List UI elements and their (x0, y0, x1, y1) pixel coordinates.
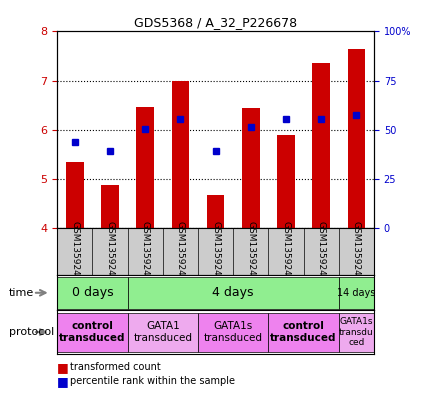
Text: ■: ■ (57, 375, 69, 388)
FancyBboxPatch shape (128, 313, 198, 351)
Text: GSM1359241: GSM1359241 (176, 221, 185, 282)
Text: GSM1359244: GSM1359244 (352, 221, 361, 282)
FancyBboxPatch shape (198, 313, 268, 351)
FancyBboxPatch shape (57, 313, 128, 351)
Bar (207, 195, 224, 228)
FancyBboxPatch shape (128, 277, 339, 309)
Text: percentile rank within the sample: percentile rank within the sample (70, 376, 235, 386)
Bar (172, 81, 189, 228)
Text: ■: ■ (57, 361, 69, 374)
FancyBboxPatch shape (339, 313, 374, 351)
Bar (242, 108, 260, 228)
Text: GSM1359242: GSM1359242 (211, 221, 220, 282)
Bar (277, 134, 295, 228)
Bar (66, 162, 84, 228)
Text: 14 days: 14 days (337, 288, 376, 298)
Text: GSM1359247: GSM1359247 (70, 221, 79, 282)
Bar (312, 63, 330, 228)
Text: 0 days: 0 days (72, 286, 113, 299)
FancyBboxPatch shape (57, 277, 128, 309)
FancyBboxPatch shape (268, 313, 339, 351)
Text: transformed count: transformed count (70, 362, 161, 373)
Bar (101, 185, 119, 228)
Text: GSM1359248: GSM1359248 (106, 221, 114, 282)
Title: GDS5368 / A_32_P226678: GDS5368 / A_32_P226678 (134, 16, 297, 29)
Text: 4 days: 4 days (213, 286, 254, 299)
Text: control
transduced: control transduced (270, 321, 337, 343)
Text: GATA1s
transduced: GATA1s transduced (204, 321, 263, 343)
Text: GSM1359243: GSM1359243 (246, 221, 255, 282)
Text: GATA1s
transdu
ced: GATA1s transdu ced (339, 317, 374, 347)
Text: GSM1359245: GSM1359245 (282, 221, 290, 282)
Text: time: time (9, 288, 34, 298)
Text: protocol: protocol (9, 327, 54, 337)
Text: control
transduced: control transduced (59, 321, 126, 343)
Text: GSM1359246: GSM1359246 (317, 221, 326, 282)
Bar (136, 107, 154, 228)
FancyBboxPatch shape (339, 277, 374, 309)
Bar (348, 49, 365, 228)
Text: GSM1359240: GSM1359240 (141, 221, 150, 282)
Text: GATA1
transduced: GATA1 transduced (133, 321, 192, 343)
